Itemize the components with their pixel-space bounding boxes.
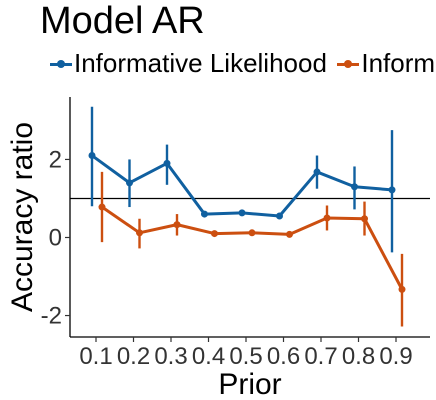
data-point [323,214,331,222]
x-tick-label: 0.4 [192,343,225,370]
x-tick-label: 0.7 [304,343,337,370]
data-point [88,152,96,160]
data-point [313,168,321,176]
data-point [163,159,171,167]
data-point [238,209,246,217]
x-tick-label: 0.9 [379,343,412,370]
legend-key-likelihood [50,53,72,75]
x-tick-label: 0.6 [267,343,300,370]
data-point [126,179,133,187]
data-point [248,229,256,237]
x-tick-label: 0.3 [154,343,187,370]
data-point [276,212,283,220]
legend-label-likelihood: Informative Likelihood [74,48,327,78]
y-axis-label: Accuracy ratio [6,122,39,312]
x-tick-label: 0.1 [79,343,112,370]
series-line [91,154,393,218]
data-point [173,221,181,229]
chart-title: Model AR [40,0,205,42]
data-point [98,203,106,211]
chart-legend: Informative Likelihood Informative Prior [50,48,436,80]
data-point [286,230,293,238]
x-tick-label: 0.8 [342,343,375,370]
y-tick-label: -2 [41,303,62,330]
data-point [201,210,208,218]
data-point [398,285,406,293]
data-point [136,229,143,237]
x-tick-label: 0.5 [229,343,262,370]
y-tick-label: 2 [49,146,62,173]
x-axis-label: Prior [218,368,281,400]
series-line [101,205,404,291]
data-point [388,186,396,194]
data-point [211,230,218,238]
legend-entry-prior: Informative Prior [337,48,436,79]
x-tick-label: 0.2 [117,343,150,370]
legend-entry-likelihood: Informative Likelihood [50,48,327,79]
data-point [361,215,368,223]
data-point [351,183,358,191]
legend-label-prior: Informative Prior [361,48,436,78]
y-tick-label: 0 [49,224,62,251]
legend-key-prior [337,53,360,75]
